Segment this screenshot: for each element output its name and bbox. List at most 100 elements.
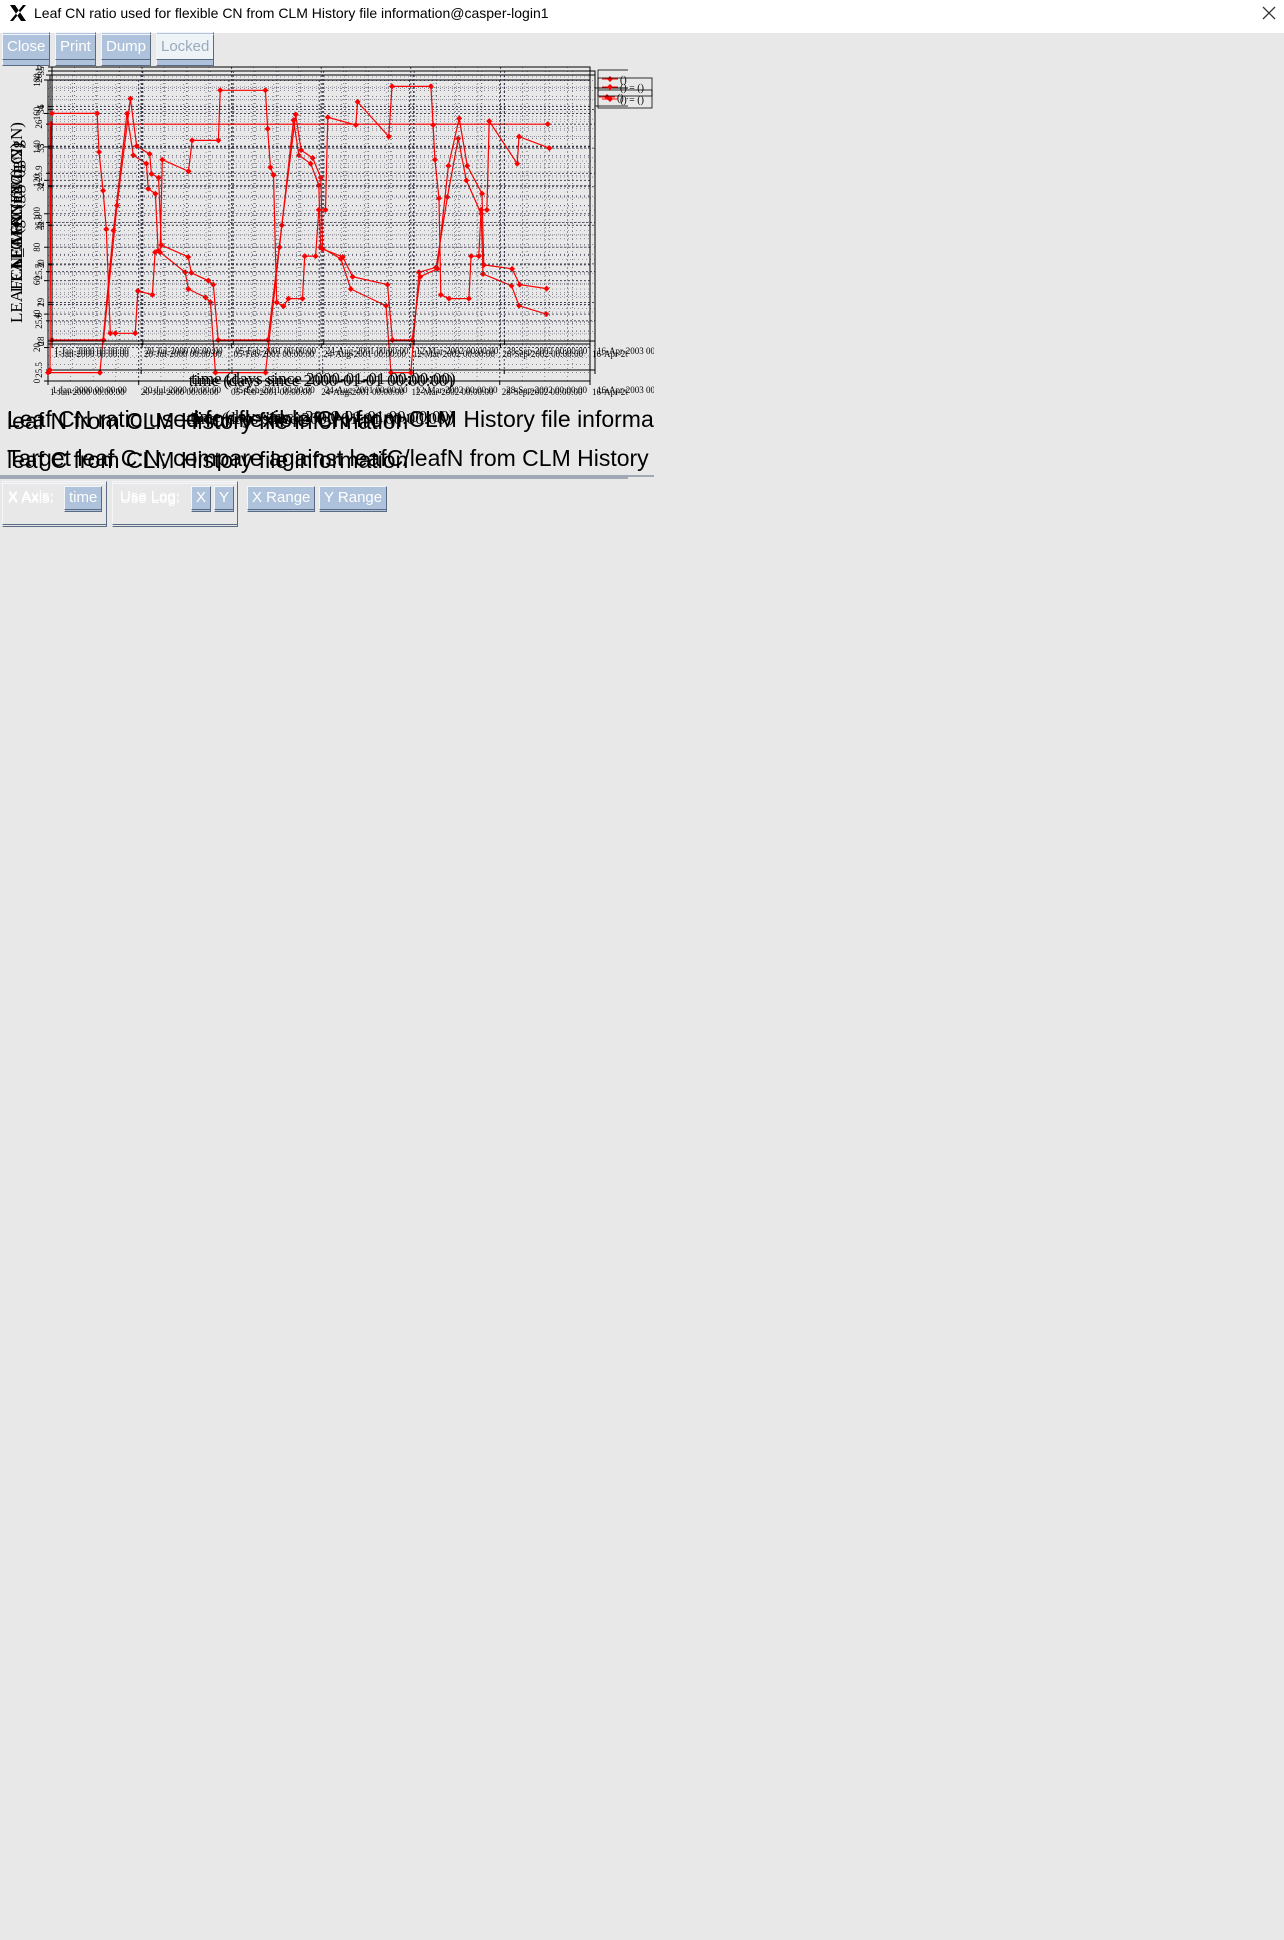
label: X Axis: — [8, 488, 54, 505]
legend-box — [597, 89, 653, 109]
point — [215, 137, 222, 144]
point — [145, 185, 152, 192]
x-tick-label: 20-Jul-2000 00:00:00 — [141, 387, 219, 397]
y-tick-label: 26 — [34, 119, 44, 128]
point — [96, 149, 103, 155]
y-tick-label: 30 — [36, 259, 46, 269]
point — [295, 152, 302, 159]
y-tick-label: 160 — [32, 106, 42, 120]
point — [516, 281, 523, 288]
y-tick-label: 34 — [36, 105, 46, 115]
x-tick-label: 1-Jan-2000 00:00:00 — [50, 387, 125, 397]
point — [486, 118, 493, 125]
y-tick-label: 60 — [32, 276, 42, 286]
point — [210, 281, 217, 288]
legend-marker — [607, 76, 613, 82]
y-tick-label: 25.7 — [34, 263, 44, 279]
point — [267, 164, 274, 171]
y-tick-label: 7 — [36, 64, 46, 69]
x-tick-label: 28-Sep-2002 00:00:00 — [502, 387, 583, 397]
point — [112, 330, 119, 337]
legend-marker — [607, 96, 613, 102]
x-tick-label: 20-Jul-2000 00:00:00 — [145, 346, 223, 356]
point — [298, 147, 305, 154]
button[interactable]: Print — [55, 34, 96, 60]
y-tick-label: 4 — [36, 183, 46, 188]
y-tick-label: 26.1 — [34, 67, 44, 83]
y-tick-label: 3 — [36, 223, 46, 228]
point — [100, 187, 107, 194]
legend-marker — [607, 84, 613, 90]
point — [152, 249, 159, 256]
legend-label: () = () — [620, 83, 644, 94]
x-tick-label: 16-Apr-2003 00:00:00 — [597, 385, 654, 395]
button[interactable]: Y — [214, 486, 235, 510]
point — [188, 269, 195, 276]
point — [312, 253, 319, 260]
point — [349, 273, 356, 280]
button[interactable]: X — [191, 486, 212, 510]
point — [149, 291, 156, 298]
x-tick-label: 12-Mar-2002 00:00:00 — [416, 346, 499, 356]
point — [280, 303, 287, 310]
point — [264, 337, 271, 344]
x-tick-label: 05-Feb-2001 00:00:00 — [231, 387, 312, 397]
button[interactable]: X Range — [247, 486, 316, 510]
x-tick-label: 28-Sep-2002 00:00:00 — [507, 346, 588, 356]
point — [264, 125, 271, 132]
point — [415, 269, 422, 276]
button[interactable]: Dump — [101, 34, 152, 60]
button[interactable]: Y Range — [319, 486, 388, 510]
close-icon[interactable] — [1262, 6, 1276, 20]
y-tick-label: 0 — [36, 341, 46, 346]
point — [123, 110, 130, 117]
legend-label: () = () — [617, 93, 628, 104]
point — [185, 286, 192, 293]
button[interactable]: Locked — [156, 34, 215, 60]
x-tick-label: 1-Jan-2000 00:00:00 — [54, 349, 129, 359]
x-axis-label: time (days since 2000-01-01 00:00:00) — [189, 371, 453, 390]
button[interactable]: time — [64, 486, 103, 510]
point — [354, 98, 361, 105]
caption: leaf C from CLM History file information — [7, 447, 408, 473]
point — [212, 369, 219, 376]
point — [544, 121, 551, 128]
point — [159, 156, 166, 163]
point — [270, 172, 277, 179]
point — [202, 294, 209, 301]
point — [546, 145, 553, 152]
point — [427, 83, 434, 90]
point — [103, 226, 110, 233]
y-tick-label: 20 — [32, 343, 42, 353]
point — [152, 190, 159, 197]
point — [456, 115, 463, 122]
y-axis-label: LEAFCN_TARGET (gC/gN) — [7, 122, 26, 323]
point — [475, 253, 482, 260]
point — [430, 122, 437, 128]
point — [324, 114, 331, 121]
point — [508, 282, 515, 289]
point — [478, 206, 485, 213]
point — [215, 337, 222, 344]
x-tick-label: 16-Apr-2003 00:00:00 — [597, 346, 654, 356]
y-tick-label: 31 — [36, 221, 46, 230]
point — [468, 253, 475, 260]
x-tick-label: 20-Jul-2000 00:00:00 — [143, 385, 221, 395]
point — [543, 285, 550, 292]
y-tick-label: 120 — [32, 173, 42, 187]
point — [445, 295, 452, 302]
button[interactable]: Close — [2, 34, 51, 60]
series-line — [48, 113, 547, 374]
point — [384, 281, 391, 288]
point — [385, 133, 392, 140]
y-tick-label: 35 — [36, 66, 46, 76]
point — [543, 311, 550, 318]
y-tick-label: 25.6 — [34, 312, 44, 328]
legend-label: () = () — [620, 95, 644, 106]
close-icon-shape — [1262, 6, 1276, 20]
point — [389, 337, 396, 344]
window: 25.5 25.6 25.7 25.8 25.9 26 26.1 1-Jan-2000 00:… — [0, 0, 1284, 1064]
